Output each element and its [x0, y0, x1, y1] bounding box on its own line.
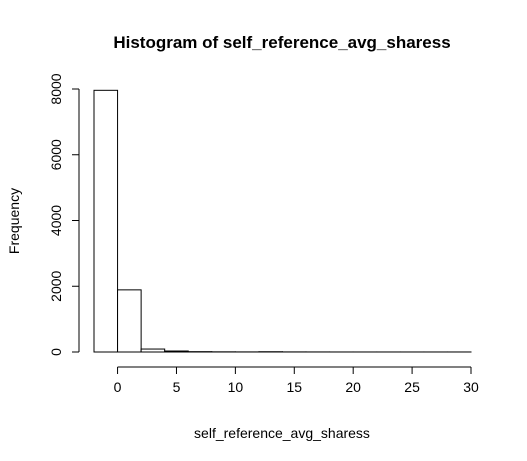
x-tick-label: 25 [404, 379, 420, 395]
x-tick-label: 5 [173, 379, 181, 395]
histogram-bar-2 [140, 348, 166, 353]
y-axis-label: Frequency [6, 188, 22, 254]
y-tick-label: 8000 [48, 73, 64, 104]
x-tick-label: 15 [286, 379, 302, 395]
x-tick-label: 10 [228, 379, 244, 395]
bars-group [93, 89, 472, 353]
histogram-bar-1 [117, 289, 142, 353]
x-tick-label: 0 [114, 379, 122, 395]
histogram-bar-0 [93, 89, 119, 353]
x-tick-label: 30 [463, 379, 479, 395]
y-tick-label: 2000 [48, 270, 64, 301]
y-tick-label: 0 [48, 348, 64, 356]
y-tick-label: 6000 [48, 139, 64, 170]
y-tick-label: 4000 [48, 205, 64, 236]
x-axis: 0 5 10 15 20 25 30 [114, 366, 479, 395]
x-axis-label: self_reference_avg_sharess [194, 425, 370, 441]
chart-title: Histogram of self_reference_avg_sharess [113, 33, 450, 52]
x-tick-label: 20 [345, 379, 361, 395]
histogram-bar-3 [164, 350, 189, 353]
y-axis: 0 2000 4000 6000 8000 [48, 73, 80, 356]
